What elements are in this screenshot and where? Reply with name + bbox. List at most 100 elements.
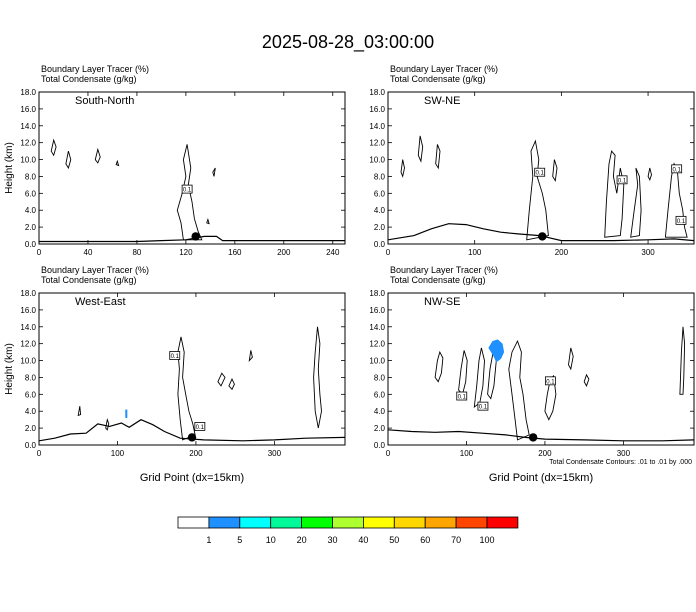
y-tick-label: 14.0 [369,122,385,131]
contour-label: 0.1 [546,379,555,385]
x-tick-label: 80 [132,248,141,257]
plot-frame [38,91,346,245]
colorbar-cell [270,516,303,529]
x-tick-label: 0 [386,248,391,257]
y-tick-label: 8.0 [25,373,37,382]
condensate-contour [248,350,253,362]
y-tick-label: 4.0 [374,206,386,215]
colorbar-cell [332,516,364,529]
condensate-contour [552,159,558,183]
panel-label: South-North [75,95,134,107]
colorbar-cell [455,516,488,529]
tracer-fill-region [125,409,128,418]
condensate-contour [177,336,196,441]
condensate-contour [435,144,441,170]
station-marker [187,433,197,442]
y-tick-label: 8.0 [374,373,386,382]
colorbar-cell [362,516,395,529]
x-tick-label: 300 [617,449,631,458]
y-tick-label: 4.0 [374,407,386,416]
x-tick-label: 100 [460,449,474,458]
x-tick-label: 100 [468,248,482,257]
y-tick-label: 0.0 [374,240,386,249]
condensate-contour [94,147,101,164]
chart-panel-3: Boundary Layer Tracer (%)Total Condensat… [4,265,346,484]
x-tick-label: 200 [189,449,203,458]
contour-label: 0.1 [672,167,681,173]
panel-header-line: Total Condensate (g/kg) [41,74,137,84]
condensate-contour [434,350,444,383]
panel-header-line: Boundary Layer Tracer (%) [41,64,149,74]
y-tick-label: 6.0 [25,189,37,198]
y-tick-label: 0.0 [374,441,386,450]
condensate-contour [212,167,216,177]
contour-label-box [169,351,181,360]
colorbar-label: 100 [479,535,494,545]
figure-title: 2025-08-28_03:00:00 [261,32,435,52]
y-axis-label: Height (km) [4,343,15,395]
contour-label-box [671,164,683,174]
contour-label: 0.1 [458,395,467,401]
y-tick-label: 18.0 [20,289,36,298]
panel-header-line: Boundary Layer Tracer (%) [390,265,498,275]
chart-panel-4: Boundary Layer Tracer (%)Total Condensat… [369,265,695,484]
condensate-contour [50,138,57,157]
y-tick-label: 16.0 [20,306,36,315]
chart-panel-2: Boundary Layer Tracer (%)Total Condensat… [369,64,695,257]
colorbar-label: 1 [206,535,211,545]
x-tick-label: 100 [111,449,125,458]
y-tick-label: 6.0 [25,390,37,399]
condensate-contour [568,347,574,371]
y-tick-label: 12.0 [369,139,385,148]
x-tick-label: 200 [555,248,569,257]
condensate-contour [400,159,405,178]
contour-label-box [477,401,489,411]
condensate-contour [664,162,688,238]
y-tick-label: 14.0 [20,323,36,332]
panel-header-line: Boundary Layer Tracer (%) [41,265,149,275]
contour-label: 0.1 [479,405,488,411]
colorbar-label: 70 [451,535,461,545]
panel-header-line: Total Condensate (g/kg) [41,275,137,285]
plot-area: 0.1 0.1 0.1 0.1 [388,135,694,242]
plot-frame [387,292,695,446]
condensate-contour [526,139,549,241]
y-tick-label: 10.0 [369,156,385,165]
condensate-contour [583,373,590,387]
panel-header-line: Boundary Layer Tracer (%) [390,64,498,74]
panel-header-line: Total Condensate (g/kg) [390,74,486,84]
colorbar-label: 10 [266,535,276,545]
plot-area: 0.1 0.1 0.1 [388,326,694,442]
panel-label: West-East [75,296,126,308]
contour-label: 0.1 [183,188,192,194]
x-tick-label: 300 [641,248,655,257]
colorbar-cell [424,516,457,529]
condensate-contour [630,167,642,238]
condensate-contour [115,159,120,167]
y-tick-label: 2.0 [374,424,386,433]
x-tick-label: 120 [179,248,193,257]
contour-label: 0.1 [171,354,180,360]
condensate-contour [105,417,110,431]
colorbar-cell [301,516,333,529]
condensate-contour [508,339,530,441]
y-tick-label: 0.0 [25,441,37,450]
x-tick-label: 0 [37,248,42,257]
condensate-contour [417,135,424,163]
contour-label-box [456,391,468,401]
contour-label-box [181,184,193,194]
colorbar-label: 60 [420,535,430,545]
panel-label: SW-NE [424,95,460,107]
x-axis-label: Grid Point (dx=15km) [140,472,244,484]
station-marker [538,232,547,241]
condensate-contour [228,378,235,391]
y-tick-label: 2.0 [25,424,37,433]
x-tick-label: 0 [37,449,42,458]
colorbar-cell [208,516,241,529]
y-tick-label: 2.0 [25,223,37,232]
condensate-contour [217,372,226,387]
condensate-contour [313,326,322,429]
x-tick-label: 300 [268,449,282,458]
chart-panel-1: Boundary Layer Tracer (%)Total Condensat… [4,64,346,257]
